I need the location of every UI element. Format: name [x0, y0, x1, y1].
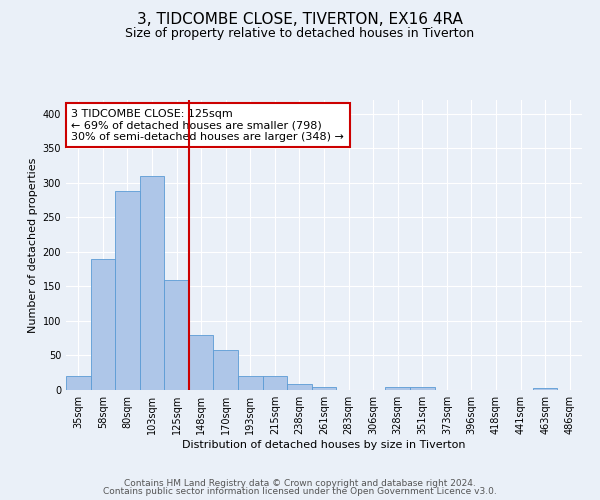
Bar: [385, 387, 410, 390]
Bar: [189, 336, 214, 390]
Bar: [214, 350, 238, 390]
Text: Contains HM Land Registry data © Crown copyright and database right 2024.: Contains HM Land Registry data © Crown c…: [124, 478, 476, 488]
Bar: [238, 376, 263, 390]
Bar: [410, 387, 434, 390]
Bar: [533, 388, 557, 390]
Text: Size of property relative to detached houses in Tiverton: Size of property relative to detached ho…: [125, 28, 475, 40]
Bar: [140, 176, 164, 390]
Text: Contains public sector information licensed under the Open Government Licence v3: Contains public sector information licen…: [103, 487, 497, 496]
Bar: [164, 280, 189, 390]
Bar: [263, 376, 287, 390]
X-axis label: Distribution of detached houses by size in Tiverton: Distribution of detached houses by size …: [182, 440, 466, 450]
Bar: [312, 386, 336, 390]
Text: 3, TIDCOMBE CLOSE, TIVERTON, EX16 4RA: 3, TIDCOMBE CLOSE, TIVERTON, EX16 4RA: [137, 12, 463, 28]
Bar: [66, 376, 91, 390]
Bar: [91, 259, 115, 390]
Bar: [287, 384, 312, 390]
Bar: [115, 191, 140, 390]
Y-axis label: Number of detached properties: Number of detached properties: [28, 158, 38, 332]
Text: 3 TIDCOMBE CLOSE: 125sqm
← 69% of detached houses are smaller (798)
30% of semi-: 3 TIDCOMBE CLOSE: 125sqm ← 69% of detach…: [71, 108, 344, 142]
